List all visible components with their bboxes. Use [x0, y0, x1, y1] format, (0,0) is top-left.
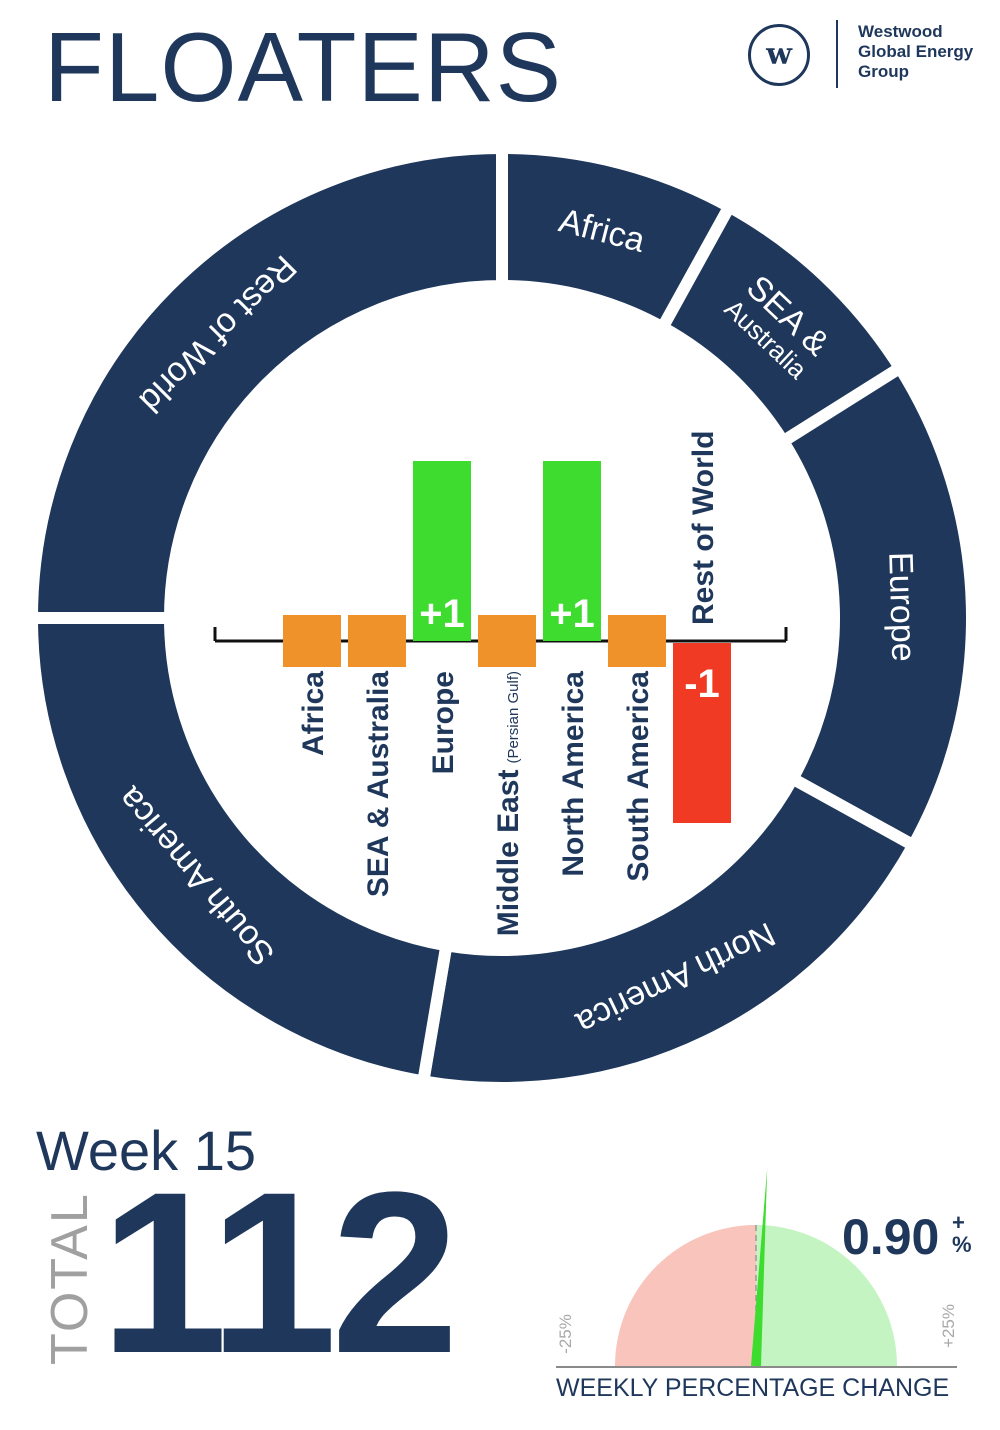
company-name-line: Global Energy: [858, 42, 974, 61]
bar-category-label-sea-australia: SEA & Australia: [362, 671, 395, 897]
bar-category-label-south-america: South America: [622, 671, 655, 882]
gauge-max-label: +25%: [939, 1304, 958, 1348]
bar-rest-of-world: [673, 643, 731, 823]
bar-category-label-north-america: North America: [557, 671, 590, 877]
donut-segment-rest-of-world: [25, 141, 508, 624]
bar-category-name: Rest of World: [687, 431, 720, 625]
gauge-negative-half: [615, 1225, 756, 1366]
gauge-needle: [751, 1168, 768, 1367]
total-value: 112: [100, 1144, 459, 1401]
percent-change-sign: +%: [952, 1210, 972, 1257]
gauge-positive-half: [756, 1225, 897, 1366]
donut-label-line: Europe: [881, 551, 922, 662]
bar-category-name: Africa: [297, 671, 330, 756]
bar-data-label-north-america: +1: [549, 592, 595, 636]
gauge-min-label: -25%: [556, 1314, 575, 1354]
company-name-line: Westwood: [858, 22, 943, 41]
bar-category-label-africa: Africa: [297, 671, 330, 756]
page-title: FLOATERS: [44, 12, 563, 122]
donut-label-europe: Europe: [881, 551, 922, 662]
weekly-change-bar-chart: Africa SEA & Australia +1 Europe Middle East…: [213, 431, 788, 936]
bar-sea-australia: [348, 615, 406, 667]
bar-category-name: SEA & Australia: [362, 671, 395, 897]
bar-category-name: North America: [557, 671, 590, 877]
bar-category-label-europe: Europe: [427, 671, 460, 774]
donut-segment-europe: [774, 359, 978, 854]
gauge-caption: WEEKLY PERCENTAGE CHANGE: [556, 1374, 950, 1402]
percentage-change-gauge: -25% +25%: [556, 1168, 958, 1368]
bar-category-name: Europe: [427, 671, 460, 774]
bar-north-america: [543, 461, 601, 641]
week-label: Week 15: [36, 1119, 256, 1182]
bar-africa: [283, 615, 341, 667]
donut-segment-south-america: [25, 612, 454, 1089]
bar-europe: [413, 461, 471, 641]
total-label: TOTAL: [41, 1192, 99, 1365]
bar-middle-east: [478, 615, 536, 667]
bar-data-label-europe: +1: [419, 592, 465, 636]
bar-category-name: South America: [622, 671, 655, 882]
company-name-line: Group: [858, 62, 909, 81]
percent-change-value: 0.90: [842, 1209, 940, 1265]
donut-segment-north-america: [416, 770, 922, 1094]
bar-category-name: Middle East: [492, 770, 525, 937]
company-logo: w Westwood Global Energy Group: [746, 18, 986, 88]
logo-mark-icon: w: [748, 24, 810, 86]
company-name: Westwood Global Energy Group: [858, 22, 973, 82]
bar-data-label-rest-of-world: -1: [684, 662, 720, 706]
bar-south-america: [608, 615, 666, 667]
bar-category-label-middle-east: Middle East (Persian Gulf): [492, 671, 525, 936]
bar-category-label-rest-of-world: Rest of World: [687, 431, 720, 625]
logo-divider: [836, 20, 838, 88]
bar-category-note: (Persian Gulf): [505, 671, 522, 764]
